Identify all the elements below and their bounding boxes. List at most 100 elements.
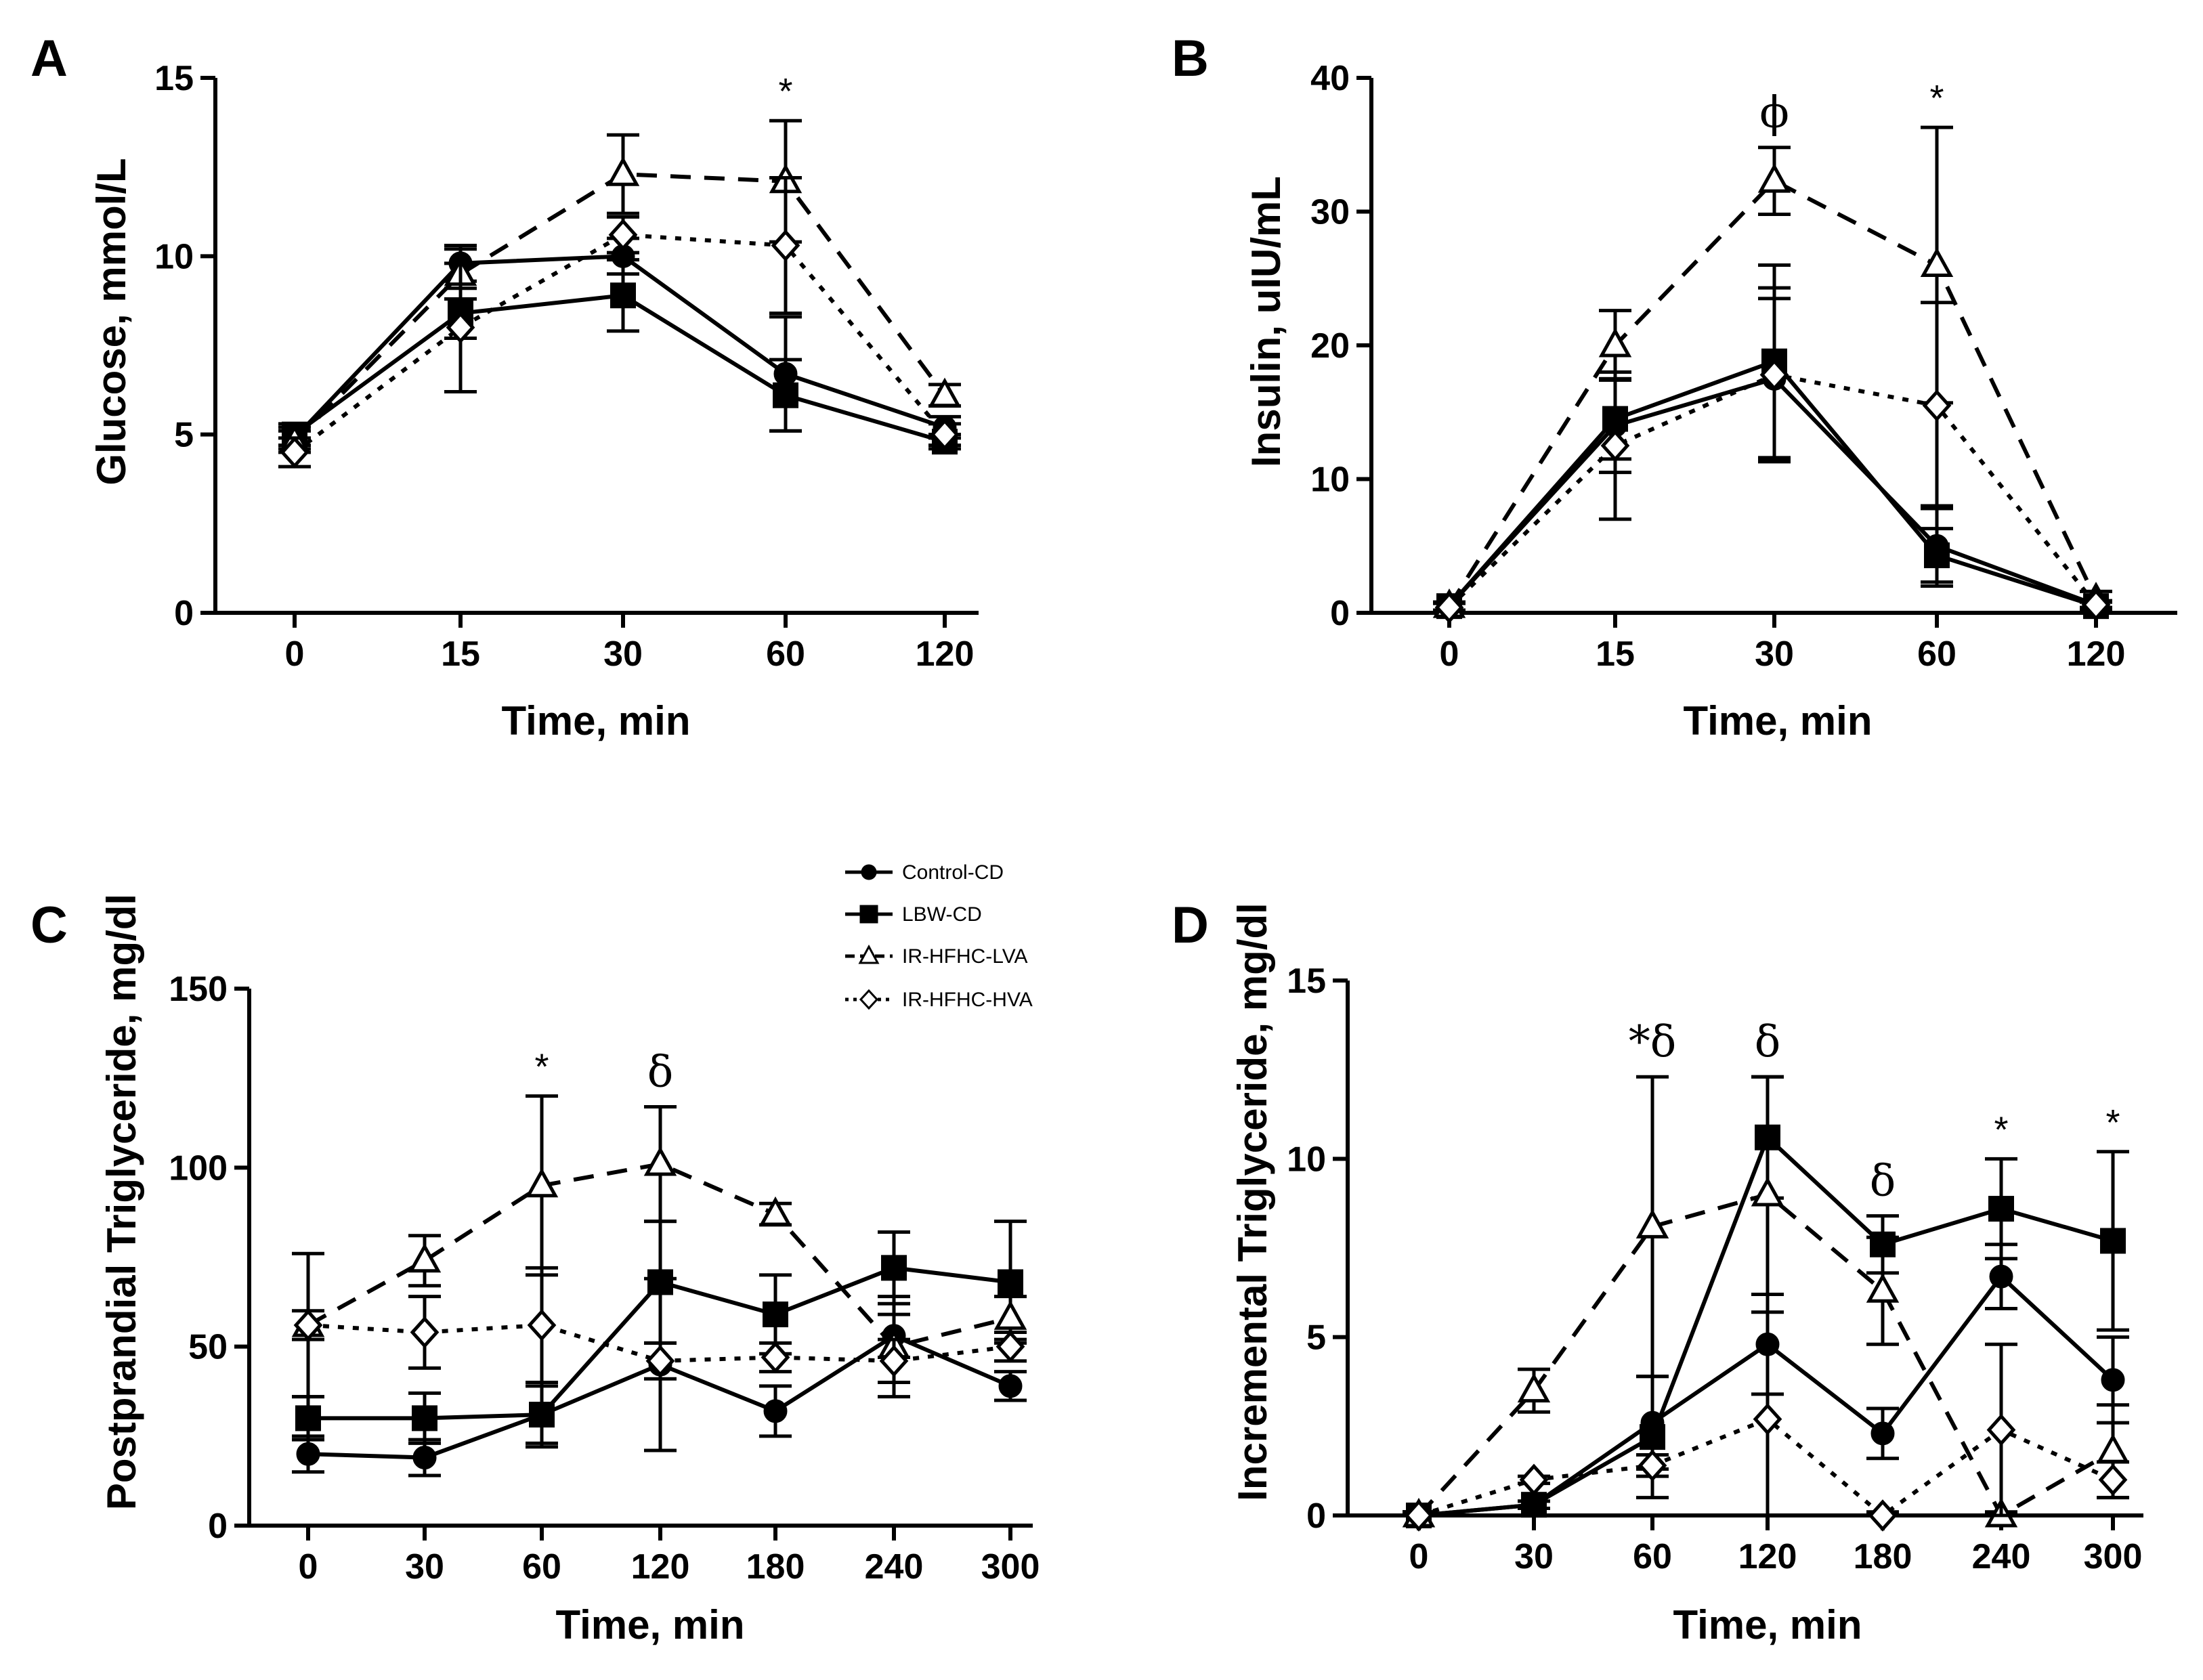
panel-d-data-point: [2100, 1228, 2126, 1254]
panel-d-data-point: [2098, 1463, 2128, 1496]
panel-c-plot: 0 50 100 150 0 30 60 120 180 240 300 * δ: [169, 970, 1040, 1587]
panel-c-x-tick-label: 240: [865, 1547, 924, 1587]
panel-b-x-tick-label: 120: [2067, 634, 2126, 674]
panel-b-x-tick-label: 60: [1917, 634, 1956, 674]
panel-a-data-point: [930, 418, 960, 451]
panel-d-y-tick-label: 10: [1287, 1140, 1326, 1179]
panel-c-data-point: [408, 1243, 442, 1273]
panel-c-data-point: [527, 1309, 557, 1341]
panel-c-x-tick-label: 60: [522, 1547, 561, 1587]
panel-d-data-point: [1638, 1449, 1667, 1482]
panel-d-data-point: [1521, 1492, 1547, 1518]
panel-d-data-point: [1753, 1403, 1782, 1436]
panel-d-data-point: [1870, 1421, 1895, 1446]
panel-c-y-axis-title: Postprandial Triglyceride, mg/dl: [99, 894, 144, 1510]
panel-c-data-point: [879, 1345, 909, 1377]
panel-c-x-axis-title: Time, min: [556, 1602, 745, 1647]
panel-letter-a: A: [30, 30, 68, 87]
panel-a-x-tick-label: 120: [916, 634, 975, 674]
panel-c-data-point: [763, 1399, 788, 1423]
panel-b-y-tick-label: 20: [1310, 326, 1350, 366]
panel-b-y-tick-label: 30: [1310, 193, 1350, 232]
panel-a-data-point: [771, 229, 800, 262]
panel-d-y-tick-label: 15: [1287, 962, 1326, 1001]
panel-a-y-tick-label: 5: [174, 416, 194, 455]
panel-d-data-point: [1635, 1209, 1669, 1239]
panel-a-data-point: [606, 156, 640, 186]
panel-b-significance-marker: ϕ: [1759, 88, 1789, 138]
panel-a-data-point: [928, 377, 962, 408]
panel-d-x-tick-label: 30: [1514, 1537, 1554, 1576]
panel-c-data-point: [998, 1269, 1023, 1295]
panel-a-plot: 0 5 10 15 0 15 30 60 120 *: [154, 59, 979, 674]
panel-c-data-point: [295, 1405, 321, 1431]
panel-a-x-axis-title: Time, min: [502, 698, 691, 744]
panel-c-data-point: [761, 1341, 790, 1374]
panel-d-significance-marker: *δ: [1629, 1017, 1677, 1067]
panel-d-x-tick-label: 240: [1972, 1537, 2031, 1576]
panel-b-data-point: [1922, 389, 1952, 422]
panel-b-x-axis-title: Time, min: [1684, 698, 1873, 744]
panel-c-x-tick-label: 0: [299, 1547, 318, 1587]
panel-b-series-ir-hfhc-hva: [1433, 286, 2112, 624]
panel-d-data-point: [1517, 1373, 1551, 1403]
panel-d-x-axis-title: Time, min: [1673, 1602, 1862, 1647]
panel-a-y-tick-label: 0: [174, 594, 194, 633]
panel-a-data-point: [608, 218, 638, 251]
panel-d-x-tick-label: 60: [1633, 1537, 1672, 1576]
panel-b-data-point: [1759, 358, 1789, 391]
legend-marker-ir-hfhc-lva: [858, 944, 880, 964]
panel-b-series-line: [1447, 178, 2098, 607]
panel-c-data-point: [993, 1300, 1027, 1330]
panel-b-x-tick-label: 30: [1755, 634, 1794, 674]
panel-c-data-point: [412, 1446, 437, 1470]
panel-d-data-point: [1866, 1273, 1900, 1303]
panel-c-x-tick-label: 300: [981, 1547, 1040, 1587]
panel-b-data-point: [1600, 429, 1630, 462]
panel-c-significance-marker: δ: [647, 1047, 674, 1097]
panel-b-y-tick-label: 0: [1330, 594, 1350, 633]
panel-a-x-tick-label: 15: [441, 634, 480, 674]
panel-c-x-tick-label: 120: [631, 1547, 690, 1587]
panel-c-x-tick-label: 180: [746, 1547, 805, 1587]
panel-d-data-point: [1404, 1499, 1434, 1532]
panel-d-significance-marker: δ: [1755, 1017, 1781, 1067]
panel-c-data-point: [647, 1269, 673, 1295]
panel-d-y-axis-title: Incremental Triglyceride, mg/dl: [1230, 903, 1275, 1501]
panel-a-data-point: [773, 382, 798, 408]
panel-d-data-point: [1986, 1413, 2016, 1446]
panel-b-data-point: [1757, 163, 1791, 193]
panel-b-y-tick-label: 40: [1310, 59, 1350, 98]
panel-c-data-point: [998, 1374, 1023, 1398]
panel-b-data-point: [1920, 247, 1954, 277]
panel-b-y-axis-title: Insulin, uIU/mL: [1243, 176, 1289, 467]
panel-a-y-tick-label: 15: [154, 59, 194, 98]
panel-b-significance-marker: *: [1929, 78, 1944, 119]
panel-d-significance-marker: *: [2105, 1102, 2120, 1143]
panel-c-data-point: [643, 1146, 677, 1176]
panel-c-y-tick-label: 0: [208, 1507, 228, 1546]
panel-a-x-tick-label: 30: [603, 634, 643, 674]
panel-d-plot: 0 5 10 15 0 30 60 120 180 240 300 *δ δ δ * *: [1287, 962, 2143, 1576]
panel-a-y-tick-label: 10: [154, 237, 194, 276]
panel-d-data-point: [1868, 1499, 1898, 1532]
legend-marker-lbw-cd: [859, 905, 878, 924]
panel-a-data-point: [280, 436, 309, 469]
panel-d-data-point: [1519, 1463, 1549, 1496]
panel-a-series-ir-hfhc-hva: [278, 175, 961, 469]
panel-c-x-tick-label: 30: [405, 1547, 444, 1587]
panel-a-x-tick-label: 0: [285, 634, 305, 674]
panel-b-x-tick-label: 15: [1596, 634, 1635, 674]
panel-c-y-tick-label: 150: [169, 970, 228, 1009]
legend-marker-ir-hfhc-hva: [859, 989, 879, 1010]
panel-d-x-tick-label: 180: [1854, 1537, 1912, 1576]
panel-b-data-point: [1598, 327, 1632, 358]
panel-d-x-tick-label: 0: [1409, 1537, 1429, 1576]
legend-label-control-cd: Control-CD: [902, 861, 1004, 884]
panel-c-data-point: [645, 1345, 675, 1377]
panel-a-series-line: [293, 232, 947, 454]
panel-d-significance-marker: *: [1994, 1109, 2008, 1150]
panel-a-x-tick-label: 60: [766, 634, 805, 674]
